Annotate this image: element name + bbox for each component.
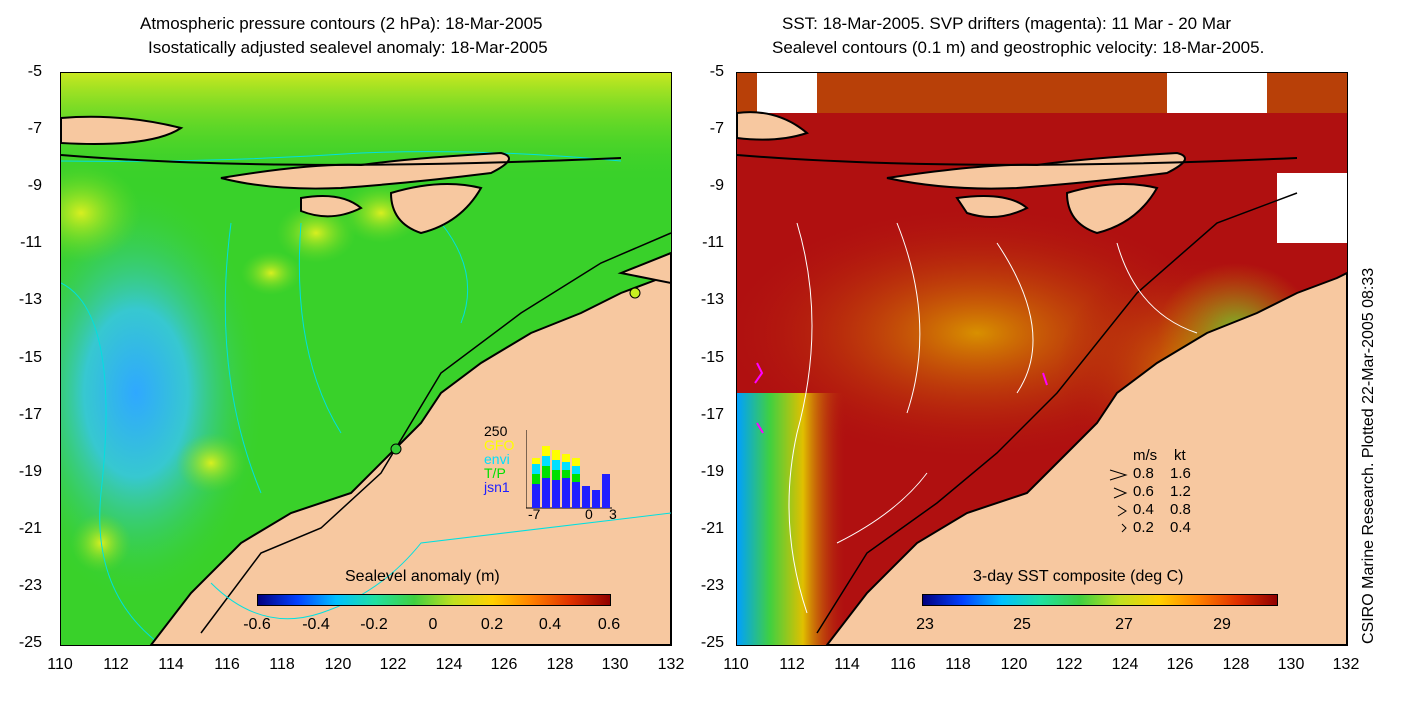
left-y-tick: -17 [18,406,42,423]
left-cb-tick: 0 [428,616,438,633]
right-y-tick: -25 [700,634,724,651]
inset-top-value: 250 [484,423,508,439]
right-x-tick: 128 [1222,656,1250,673]
inset-axis-label-mid: 0 [585,506,593,522]
left-colorbar [257,594,611,606]
velocity-row-kt: 0.8 [1170,501,1191,518]
left-colorbar-title: Sealevel anomaly (m) [345,568,500,585]
left-x-tick: 120 [324,656,352,673]
velocity-row-ms: 0.4 [1133,501,1154,518]
right-x-tick: 124 [1111,656,1139,673]
left-cb-tick: -0.6 [243,616,271,633]
left-x-tick: 124 [435,656,463,673]
inset-sat-jsn1: jsn1 [484,479,510,495]
right-y-tick: -19 [700,463,724,480]
inset-axis-label-start: -7 [528,506,541,522]
velocity-arrows-icon [1109,469,1128,533]
right-x-tick: 132 [1332,656,1360,673]
inset-axis-label-end: 3 [609,506,617,522]
right-title-line1: SST: 18-Mar-2005. SVP drifters (magenta)… [782,14,1232,33]
velocity-row-kt: 0.4 [1170,519,1191,536]
right-y-tick: -23 [700,577,724,594]
left-x-tick: 132 [657,656,685,673]
left-x-tick: 116 [214,656,240,673]
velocity-header-ms: m/s [1133,447,1158,464]
left-cb-tick: 0.4 [538,616,562,633]
inset-sat-tp: T/P [484,465,506,481]
left-x-tick: 114 [158,656,184,673]
left-x-tick: 118 [269,656,295,673]
right-x-tick: 112 [779,656,805,673]
left-cb-tick: -0.4 [302,616,330,633]
velocity-row-ms: 0.8 [1133,465,1154,482]
right-x-tick: 120 [1000,656,1028,673]
left-y-tick: -25 [18,634,42,651]
left-cb-tick: 0.6 [597,616,621,633]
right-colorbar [922,594,1278,606]
right-x-tick: 118 [945,656,971,673]
sst-map-graphic [737,73,1347,645]
left-x-tick: 112 [103,656,129,673]
right-y-tick: -5 [709,63,724,80]
left-y-tick: -23 [18,577,42,594]
right-y-tick: -7 [709,120,724,137]
left-cb-tick: -0.2 [360,616,388,633]
left-x-tick: 122 [379,656,407,673]
right-y-tick: -15 [700,349,724,366]
left-cb-tick: 0.2 [480,616,504,633]
right-y-tick: -13 [700,291,724,308]
inset-sat-gfo: GFO [484,437,515,453]
right-cb-tick: 23 [916,616,934,633]
right-x-tick: 116 [890,656,916,673]
left-y-tick: -7 [27,120,42,137]
left-y-tick: -19 [18,463,42,480]
left-title-line2: Isostatically adjusted sealevel anomaly:… [148,38,548,57]
left-y-tick: -9 [27,177,42,194]
velocity-row-ms: 0.2 [1133,519,1154,536]
velocity-header-kt: kt [1174,447,1186,464]
right-y-tick: -9 [709,177,724,194]
right-y-tick: -17 [700,406,724,423]
right-x-tick: 114 [834,656,860,673]
left-y-tick: -21 [18,520,42,537]
sealevel-anomaly-map [60,72,672,646]
sst-map [736,72,1348,646]
right-cb-tick: 27 [1115,616,1133,633]
left-x-tick: 128 [546,656,574,673]
right-colorbar-title: 3-day SST composite (deg C) [973,568,1184,585]
right-x-tick: 110 [723,656,749,673]
left-y-tick: -11 [20,234,42,251]
left-y-tick: -13 [18,291,42,308]
right-x-tick: 122 [1055,656,1083,673]
sealevel-map-graphic [61,73,671,645]
right-x-tick: 126 [1166,656,1194,673]
satellite-histogram [526,430,612,509]
credit-label: CSIRO Marine Research. Plotted 22-Mar-20… [1360,267,1377,644]
velocity-row-kt: 1.6 [1170,465,1191,482]
inset-sat-envi: envi [484,451,510,467]
velocity-row-kt: 1.2 [1170,483,1191,500]
left-title-line1: Atmospheric pressure contours (2 hPa): 1… [140,14,543,33]
right-cb-tick: 25 [1013,616,1031,633]
left-y-tick: -5 [27,63,42,80]
right-x-tick: 130 [1277,656,1305,673]
left-x-tick: 126 [490,656,518,673]
right-y-tick: -21 [700,520,724,537]
velocity-row-ms: 0.6 [1133,483,1154,500]
left-y-tick: -15 [18,349,42,366]
right-cb-tick: 29 [1213,616,1231,633]
left-x-tick: 110 [47,656,73,673]
right-y-tick: -11 [702,234,724,251]
right-title-line2: Sealevel contours (0.1 m) and geostrophi… [772,38,1265,57]
left-x-tick: 130 [601,656,629,673]
